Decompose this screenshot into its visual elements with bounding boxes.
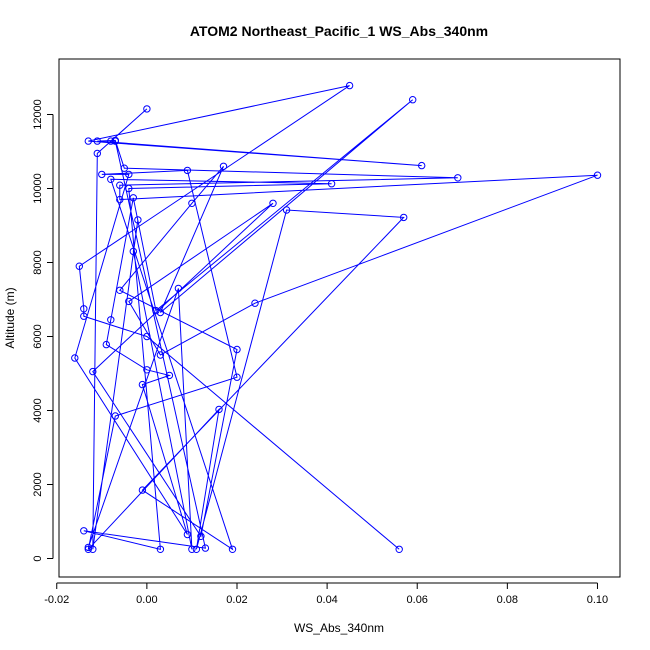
- data-point: [327, 180, 336, 188]
- data-point: [116, 181, 124, 189]
- data-point: [129, 194, 138, 202]
- data-point: [188, 199, 196, 208]
- data-point: [80, 312, 88, 320]
- x-tick-label: -0.02: [44, 594, 69, 606]
- y-tick-label: 8000: [32, 250, 44, 274]
- data-point: [269, 199, 277, 208]
- y-tick-label: 0: [32, 555, 44, 561]
- data-point: [116, 195, 124, 204]
- y-tick-label: 10000: [32, 173, 44, 204]
- data-point: [75, 262, 84, 270]
- data-point: [89, 545, 97, 553]
- data-point: [233, 373, 241, 381]
- data-point: [138, 380, 147, 389]
- y-axis-label: Altitude (m): [3, 287, 17, 348]
- data-point: [409, 96, 417, 104]
- data-point: [143, 366, 151, 374]
- data-point: [165, 371, 174, 380]
- x-tick-label: 0.08: [497, 594, 518, 606]
- data-point: [111, 412, 120, 420]
- data-point: [125, 184, 133, 193]
- data-point: [138, 486, 147, 494]
- data-point: [188, 545, 196, 553]
- data-point: [84, 545, 93, 553]
- data-point: [395, 545, 403, 553]
- x-tick-label: 0.04: [316, 594, 337, 606]
- data-point: [593, 171, 602, 179]
- data-point: [152, 306, 160, 315]
- x-tick-label: 0.00: [136, 594, 157, 606]
- data-point: [156, 545, 165, 553]
- x-tick-label: 0.02: [226, 594, 247, 606]
- data-point: [345, 81, 354, 90]
- data-point: [102, 340, 111, 349]
- x-axis-label: WS_Abs_340nm: [294, 621, 384, 635]
- data-point: [183, 166, 192, 175]
- plot-frame: [58, 58, 621, 578]
- chart-title: ATOM2 Northeast_Pacific_1 WS_Abs_340nm: [190, 23, 488, 39]
- data-point: [84, 543, 93, 552]
- y-tick-label: 4000: [32, 398, 44, 422]
- data-point: [71, 354, 79, 362]
- data-point: [215, 405, 223, 414]
- series-layer: [71, 81, 602, 553]
- data-point: [418, 161, 426, 170]
- data-point: [454, 174, 462, 182]
- data-point: [282, 206, 291, 214]
- x-tick-label: 0.06: [407, 594, 428, 606]
- data-point: [183, 530, 192, 539]
- data-point: [201, 544, 210, 552]
- x-axis: -0.02 0.00 0.02 0.04 0.06 0.08 0.10: [44, 582, 608, 606]
- data-point: [143, 105, 151, 113]
- data-point: [89, 367, 97, 376]
- y-tick-label: 12000: [32, 99, 44, 130]
- series-line: [74, 85, 598, 551]
- data-point: [80, 527, 88, 535]
- data-point: [120, 164, 129, 172]
- data-point: [192, 545, 201, 553]
- data-point: [233, 345, 241, 354]
- data-point: [111, 137, 120, 145]
- x-tick-label: 0.10: [587, 594, 608, 606]
- data-point: [125, 297, 133, 306]
- data-point: [143, 332, 151, 341]
- data-point: [134, 216, 142, 224]
- data-point: [116, 286, 124, 294]
- y-tick-label: 2000: [32, 472, 44, 496]
- data-point: [156, 308, 165, 317]
- data-point: [107, 175, 115, 184]
- data-point: [80, 305, 88, 313]
- data-point: [93, 149, 102, 158]
- data-point: [174, 284, 183, 293]
- data-point: [93, 137, 102, 145]
- data-point: [107, 137, 115, 145]
- data-point: [98, 170, 106, 179]
- data-point: [197, 532, 205, 540]
- data-point: [400, 213, 408, 222]
- data-point: [251, 299, 259, 307]
- data-point: [84, 137, 93, 145]
- y-axis: 0 2000 4000 6000 8000 10000 12000: [32, 99, 54, 562]
- data-point: [228, 545, 237, 553]
- data-point: [125, 170, 133, 179]
- data-point: [129, 247, 138, 256]
- data-point: [156, 351, 165, 359]
- data-point: [219, 162, 228, 171]
- data-point: [107, 316, 115, 324]
- y-tick-label: 6000: [32, 324, 44, 348]
